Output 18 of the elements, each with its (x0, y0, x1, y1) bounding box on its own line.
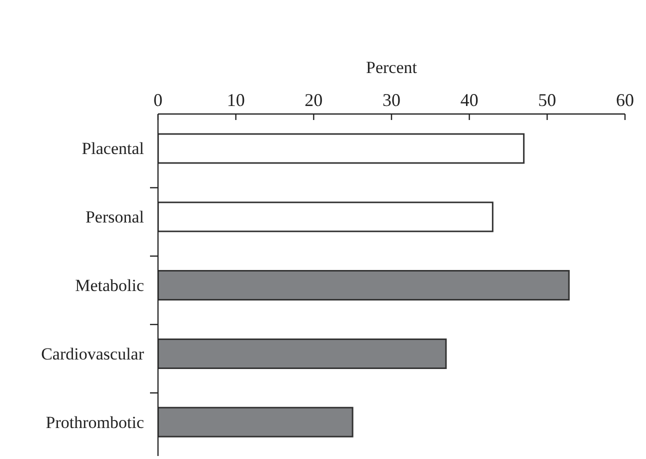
y-tick-label: Prothrombotic (46, 412, 144, 432)
x-tick-label: 50 (538, 90, 556, 110)
y-tick-label: Placental (82, 139, 144, 158)
bar (158, 133, 525, 164)
bar (158, 338, 447, 369)
x-tick-label: 20 (304, 90, 323, 110)
x-tick-label: 40 (460, 90, 478, 110)
y-tick-label: Personal (85, 208, 144, 227)
bar (158, 406, 354, 438)
bar (158, 270, 570, 301)
y-tick-label: Cardiovascular (41, 344, 144, 364)
x-tick-label: 60 (616, 90, 634, 110)
x-tick-label: 30 (382, 90, 400, 110)
x-tick-label: 10 (226, 90, 245, 110)
y-tick-label: Metabolic (75, 276, 144, 295)
x-axis-title: Percent (366, 58, 418, 78)
bar (158, 202, 494, 232)
x-tick-label: 0 (154, 90, 162, 110)
